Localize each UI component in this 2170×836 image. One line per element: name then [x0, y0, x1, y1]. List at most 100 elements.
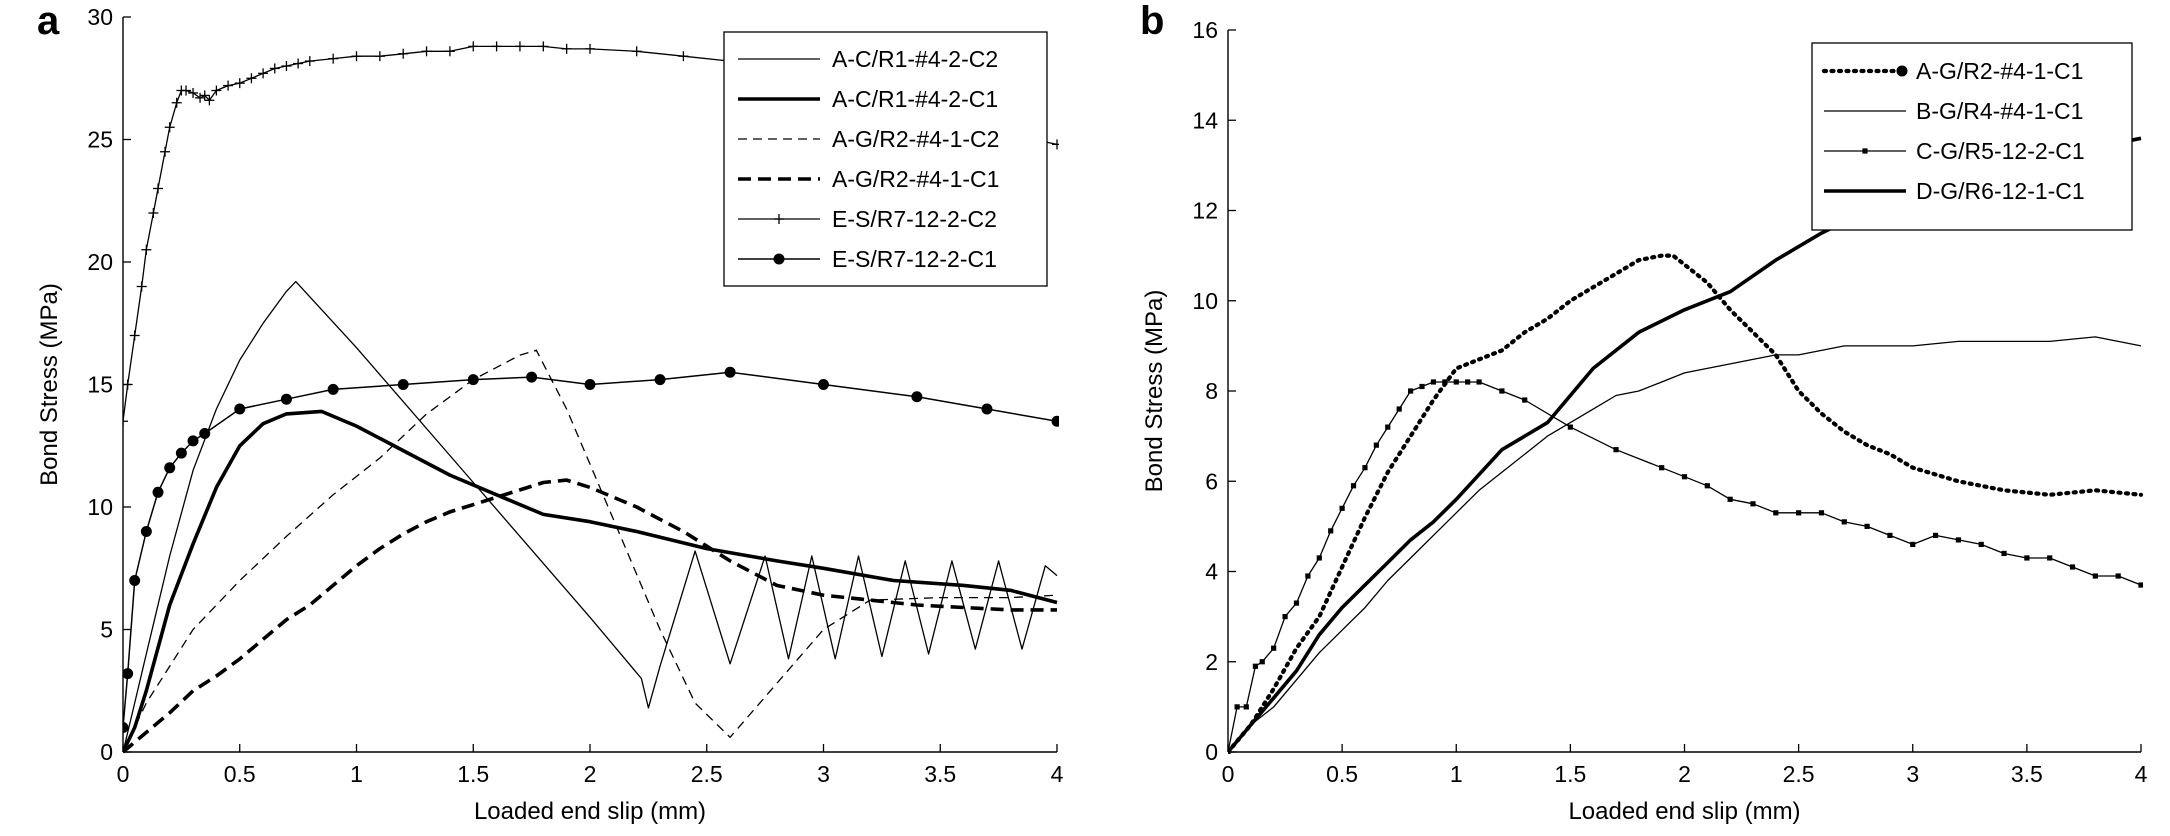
data-point — [1408, 388, 1414, 394]
data-point — [2024, 555, 2030, 561]
data-point — [1932, 532, 1939, 538]
x-tick-label: 2.5 — [691, 761, 723, 787]
data-point — [1282, 614, 1288, 620]
data-point — [281, 61, 292, 71]
data-point — [187, 435, 199, 447]
data-point — [1796, 510, 1802, 516]
data-point — [181, 85, 192, 96]
data-point — [1453, 379, 1459, 385]
data-point — [1567, 424, 1573, 430]
data-point — [2001, 550, 2007, 557]
legend-label: D-G/R6-12-1-C1 — [1916, 178, 2085, 204]
data-point — [1243, 704, 1249, 710]
data-point — [374, 51, 385, 62]
y-tick-label: 10 — [1192, 288, 1218, 314]
data-point — [1305, 573, 1311, 579]
series-line — [123, 409, 1058, 753]
data-point — [1704, 483, 1710, 489]
data-point — [211, 85, 222, 96]
series-A-C/R1-#4-2-C2 — [123, 280, 1058, 753]
data-point — [398, 48, 409, 59]
data-point — [631, 46, 642, 57]
legend-entry: E-S/R7-12-2-C2 — [738, 206, 997, 232]
data-point — [223, 80, 234, 91]
legend-label: C-G/R5-12-2-C1 — [1916, 138, 2085, 164]
data-point — [1659, 465, 1665, 471]
data-point — [1328, 528, 1334, 534]
data-point — [491, 41, 502, 52]
data-point — [585, 43, 595, 54]
series-B-G/R4-#4-1-C1 — [1228, 336, 2142, 753]
y-axis-label: Bond Stress (MPa) — [36, 283, 63, 486]
legend-entry: B-G/R4-#4-1-C1 — [1824, 98, 2083, 124]
data-point — [140, 526, 152, 537]
data-point — [911, 391, 923, 403]
data-point — [171, 97, 182, 108]
y-tick-label: 2 — [1205, 649, 1218, 675]
y-tick-label: 12 — [1192, 198, 1218, 224]
legend-marker — [1862, 148, 1868, 154]
data-point — [195, 92, 206, 103]
data-point — [269, 63, 280, 74]
data-point — [468, 41, 479, 52]
data-point — [818, 379, 829, 390]
data-point — [1841, 519, 1847, 525]
data-point — [467, 374, 479, 386]
panel-a: a 0 0.5 1 1.5 2 2.5 3 3.5 4 0 5 10 15 20 25 30 Loaded end… — [36, 0, 1064, 825]
data-point — [444, 46, 455, 57]
x-tick-label: 0 — [117, 761, 130, 787]
x-tick-label: 3.5 — [2011, 761, 2043, 787]
x-tick-label: 1 — [350, 761, 363, 787]
series-E-S/R7-12-2-C1 — [123, 366, 1059, 733]
legend-entry: A-G/R2-#4-1-C1 — [1821, 58, 2083, 84]
series-line — [123, 478, 1057, 754]
data-point — [514, 41, 525, 52]
data-point — [123, 722, 129, 733]
data-point — [1316, 555, 1322, 561]
series-line — [123, 371, 1058, 728]
panel-letter: a — [37, 0, 60, 43]
data-point — [538, 41, 549, 52]
data-point — [2138, 582, 2143, 588]
legend-label: B-G/R4-#4-1-C1 — [1916, 98, 2083, 124]
legend-entry: A-G/R2-#4-1-C1 — [738, 166, 999, 192]
data-point — [1613, 447, 1619, 453]
data-point — [327, 383, 339, 395]
data-point — [1910, 541, 1916, 548]
data-point — [351, 51, 362, 62]
x-tick-label: 2 — [584, 761, 597, 787]
data-point — [304, 56, 315, 67]
data-point — [1442, 379, 1448, 385]
data-point — [1362, 465, 1368, 471]
x-axis-label: Loaded end slip (mm) — [474, 798, 706, 825]
data-point — [724, 366, 736, 378]
data-point — [1396, 406, 1402, 412]
data-point — [1978, 541, 1984, 548]
data-point — [421, 46, 432, 57]
y-tick-label: 15 — [87, 372, 113, 398]
y-tick-label: 20 — [87, 249, 113, 275]
x-tick-label: 4 — [2135, 761, 2148, 787]
y-tick-label: 25 — [87, 127, 113, 153]
legend-entry: A-C/R1-#4-2-C1 — [738, 86, 998, 112]
data-point — [1681, 474, 1688, 480]
legend-label: E-S/R7-12-2-C1 — [832, 246, 997, 272]
x-tick-label: 1 — [1450, 761, 1463, 787]
legend-entry: A-C/R1-#4-2-C2 — [738, 46, 998, 72]
data-point — [204, 95, 215, 106]
data-point — [123, 668, 134, 680]
series-line — [1228, 336, 2142, 753]
legend-box — [723, 31, 1048, 287]
data-point — [2069, 564, 2076, 570]
y-tick-label: 14 — [1192, 107, 1218, 133]
x-tick-label: 0.5 — [1326, 761, 1358, 787]
y-axis-label: Bond Stress (MPa) — [1141, 290, 1168, 493]
legend-marker — [1896, 65, 1908, 77]
data-point — [1773, 510, 1779, 516]
legend-label: A-G/R2-#4-1-C2 — [832, 126, 999, 152]
data-point — [1727, 496, 1733, 502]
data-point — [1465, 379, 1471, 385]
series-A-G/R2-#4-1-C2 — [123, 349, 1058, 753]
y-tick-label: 10 — [87, 494, 113, 520]
data-point — [526, 371, 538, 383]
